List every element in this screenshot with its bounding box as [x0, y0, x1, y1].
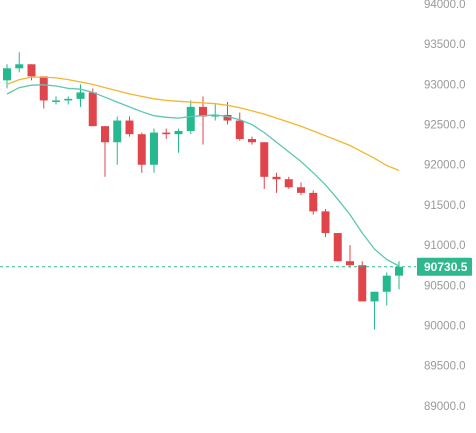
candle	[3, 64, 11, 89]
candle-body	[223, 114, 232, 121]
candle-body	[15, 64, 24, 69]
candle	[186, 100, 195, 135]
candle	[370, 291, 379, 330]
candle-body	[370, 291, 379, 302]
y-tick-label: 91500.0	[424, 200, 466, 212]
candle	[162, 128, 171, 140]
candle	[101, 126, 109, 177]
candle	[346, 245, 354, 268]
candle-body	[321, 211, 330, 234]
candle	[125, 116, 134, 137]
candle-body	[113, 120, 122, 143]
candle-body	[358, 265, 367, 302]
candle-body	[346, 261, 354, 266]
candle-body	[76, 92, 85, 99]
candle-body	[64, 98, 73, 101]
y-tick-label: 90500.0	[424, 280, 466, 292]
candles	[3, 52, 403, 330]
y-tick-label: 93500.0	[424, 39, 466, 51]
candle-body	[395, 266, 403, 276]
candle-body	[150, 132, 158, 165]
y-tick-label: 89500.0	[424, 361, 466, 373]
candle	[15, 52, 24, 73]
candle	[309, 190, 318, 215]
y-tick-label: 91000.0	[424, 240, 466, 252]
y-tick-label: 89000.0	[424, 401, 466, 413]
candle	[64, 96, 73, 105]
candle	[52, 96, 60, 105]
y-tick-label: 92000.0	[424, 160, 466, 172]
candle-body	[174, 130, 183, 135]
candle	[272, 172, 281, 193]
candle	[39, 76, 48, 109]
candle-body	[52, 100, 60, 102]
candle-body	[333, 233, 342, 262]
candle-body	[3, 68, 11, 81]
candle-body	[284, 179, 293, 188]
candle-body	[199, 106, 207, 117]
candle-body	[39, 76, 48, 101]
candle	[235, 112, 244, 141]
candle	[321, 208, 330, 238]
candle-body	[27, 64, 36, 77]
candle	[113, 116, 122, 165]
candle	[333, 233, 342, 262]
candle	[260, 142, 269, 189]
ma-slow-line	[6, 76, 400, 172]
candle	[248, 136, 256, 145]
y-tick-label: 90000.0	[424, 320, 466, 332]
candle-body	[248, 139, 256, 143]
candle-body	[297, 187, 305, 193]
candle-body	[88, 92, 97, 127]
candle-body	[186, 106, 195, 131]
candle	[76, 84, 85, 107]
candle	[150, 128, 158, 173]
candle	[211, 104, 220, 121]
y-tick-label: 94000.0	[424, 0, 466, 11]
candle	[88, 88, 97, 127]
candle-body	[211, 114, 220, 117]
y-tick-label: 93000.0	[424, 79, 466, 91]
candle	[358, 261, 367, 302]
candle-body	[272, 176, 281, 180]
candle	[382, 272, 391, 306]
current-price-label-text: 90730.5	[424, 260, 468, 274]
candle	[284, 176, 293, 189]
y-axis-ticks: 94000.0 93500.0 93000.0 92500.0 92000.0 91500…	[424, 0, 466, 413]
candle-body	[309, 192, 318, 212]
candle-body	[125, 120, 134, 135]
candle	[199, 96, 207, 145]
candle	[137, 132, 146, 173]
candle-body	[260, 142, 269, 177]
candle	[297, 182, 305, 196]
candle-body	[162, 132, 171, 135]
candle-body	[137, 134, 146, 165]
candle-body	[235, 120, 244, 140]
candle	[174, 128, 183, 153]
candle-body	[101, 126, 109, 143]
current-price-label: 90730.5	[417, 257, 472, 276]
ma-fast-line	[6, 84, 400, 267]
y-tick-label: 92500.0	[424, 120, 466, 132]
candle-body	[382, 275, 391, 292]
current-price-label-bg	[417, 257, 472, 276]
